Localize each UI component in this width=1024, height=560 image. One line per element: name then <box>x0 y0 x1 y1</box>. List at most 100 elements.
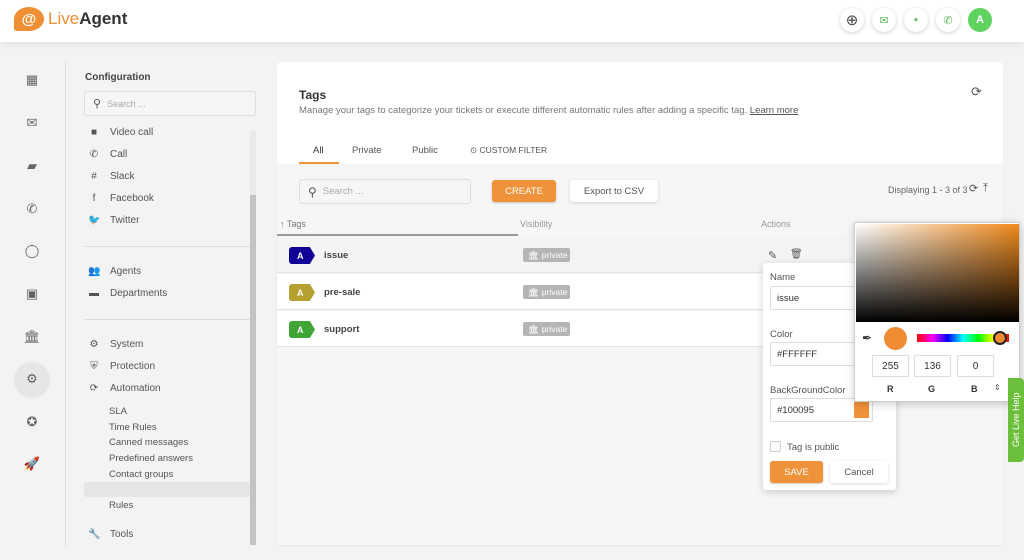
filter-icon: ⊙ <box>470 145 478 155</box>
nav-item-system[interactable]: ⚙ System <box>88 339 144 350</box>
nav-item-video-call[interactable]: ■ Video call <box>88 127 153 138</box>
config-title: Configuration <box>85 72 151 83</box>
public-checkbox[interactable] <box>770 441 781 452</box>
scroll-top-icon[interactable]: ⤒ <box>983 182 988 194</box>
green-input[interactable]: 136 <box>914 355 951 377</box>
plus-circle-icon[interactable]: ⊕ <box>840 8 864 32</box>
nav-icon: 👥 <box>88 266 101 277</box>
scrollbar-thumb[interactable] <box>250 195 256 545</box>
divider <box>84 246 250 247</box>
logo-mark: @ <box>14 7 44 31</box>
nav-item-call[interactable]: ✆ Call <box>88 149 127 160</box>
tab-public[interactable]: Public <box>412 145 438 156</box>
saturation-area[interactable] <box>856 224 1019 322</box>
nav-item-automation[interactable]: ⟳ Automation <box>88 383 161 394</box>
email-icon[interactable]: ✉ <box>26 115 38 130</box>
hue-slider[interactable] <box>917 334 1009 342</box>
mode-toggle-icon[interactable]: ⇕ <box>994 383 1001 392</box>
nav-item-slack[interactable]: # Slack <box>88 171 134 182</box>
green-label: G <box>928 384 936 394</box>
chat-icon[interactable]: ▪ <box>904 8 928 32</box>
nav-label: Tools <box>110 529 134 540</box>
nav-subitem-contact-groups[interactable]: Contact groups <box>109 468 174 480</box>
nav-item-departments[interactable]: ▬ Departments <box>88 288 167 299</box>
pagination-info: Displaying 1 - 3 of 3 <box>888 185 968 195</box>
rocket-icon[interactable]: 🚀 <box>23 456 41 471</box>
tab-all[interactable]: All <box>313 145 324 156</box>
name-label: Name <box>770 272 796 283</box>
eyedropper-icon[interactable]: ✒ <box>862 331 873 345</box>
cancel-button[interactable]: Cancel <box>830 461 888 483</box>
contacts-icon[interactable]: ▣ <box>25 286 39 301</box>
nav-item-protection[interactable]: ⛨ Protection <box>88 361 155 372</box>
nav-label: Automation <box>110 383 161 394</box>
nav-subitem-rules[interactable]: Rules <box>109 500 134 512</box>
export-csv-button[interactable]: Export to CSV <box>570 180 658 202</box>
nav-label: Video call <box>110 127 154 138</box>
reports-icon[interactable]: ◯ <box>24 243 40 258</box>
page-description: Manage your tags to categorize your tick… <box>299 105 798 116</box>
nav-icon: ⟳ <box>89 383 99 394</box>
column-header-tags[interactable]: ↑ Tags <box>280 219 306 229</box>
create-button[interactable]: CREATE <box>492 180 556 202</box>
active-tab-underline <box>299 162 339 164</box>
learn-more-link[interactable]: Learn more <box>749 105 799 116</box>
search-icon: ⚲ <box>93 98 102 110</box>
tab-custom-filter[interactable]: ⊙ CUSTOM FILTER <box>470 145 547 156</box>
search-icon: ⚲ <box>308 184 317 199</box>
blue-input[interactable]: 0 <box>957 355 994 377</box>
bank-icon[interactable]: 🏛 <box>23 329 41 344</box>
avatar[interactable]: A <box>968 8 992 32</box>
phone-icon[interactable]: ✆ <box>26 201 38 216</box>
nav-subitem-sla[interactable]: SLA <box>109 406 127 417</box>
nav-item-twitter[interactable]: 🐦 Twitter <box>88 215 139 226</box>
nav-icon: 🐦 <box>88 215 101 226</box>
nav-item-facebook[interactable]: f Facebook <box>88 193 154 204</box>
nav-item-tools[interactable]: 🔧 Tools <box>88 529 133 540</box>
tag-badge: A <box>289 247 315 264</box>
nav-item-agents[interactable]: 👥 Agents <box>88 266 141 277</box>
email-icon[interactable]: ✉ <box>872 8 896 32</box>
visibility-label: private <box>541 287 568 297</box>
settings-icon[interactable]: ⚙ <box>26 371 38 386</box>
nav-icon: ▬ <box>89 288 99 299</box>
nav-icon: # <box>91 171 97 182</box>
delete-icon[interactable]: 🗑 <box>790 249 803 260</box>
top-header: @ LiveAgent ⊕ ✉ ▪ ✆ A <box>0 0 1024 42</box>
nav-subitem-canned-messages[interactable]: Canned messages <box>109 437 189 449</box>
refresh-icon[interactable]: ⟳ <box>969 183 979 195</box>
phone-icon[interactable]: ✆ <box>936 8 960 32</box>
tab-private[interactable]: Private <box>352 145 382 156</box>
dashboard-icon[interactable]: ▦ <box>25 72 39 87</box>
save-button[interactable]: SAVE <box>770 461 823 483</box>
config-search-input[interactable]: ⚲ Search ... <box>84 91 256 116</box>
nav-icon: ■ <box>90 127 98 138</box>
nav-label: Call <box>110 149 128 160</box>
logo[interactable]: @ LiveAgent <box>14 7 127 31</box>
nav-label: Facebook <box>110 193 154 204</box>
tags-search-input[interactable]: ⚲ Search ... <box>299 179 471 204</box>
bg-color-swatch[interactable] <box>854 402 869 418</box>
column-header-visibility[interactable]: Visibility <box>520 219 553 229</box>
red-input[interactable]: 255 <box>872 355 909 377</box>
sort-indicator <box>277 234 518 236</box>
tag-name: support <box>324 324 360 335</box>
logo-prefix: Live <box>48 9 80 28</box>
public-label: Tag is public <box>787 442 840 453</box>
nav-subitem-predefined-answers[interactable]: Predefined answers <box>109 453 193 465</box>
visibility-badge: 🏛 private <box>523 248 570 262</box>
tag-name: pre-sale <box>324 287 361 298</box>
blue-label: B <box>971 384 978 394</box>
edit-icon[interactable]: ✎ <box>768 250 778 262</box>
chat-icon[interactable]: ▰ <box>27 158 37 173</box>
bank-icon: 🏛 <box>528 323 539 334</box>
get-live-help-tab[interactable]: Get Live Help <box>1008 378 1024 462</box>
nav-subitem-time-rules[interactable]: Time Rules <box>109 421 157 433</box>
hue-slider-handle[interactable] <box>993 331 1007 345</box>
nav-label: System <box>110 339 144 350</box>
nav-label: Slack <box>110 171 135 182</box>
tag-badge: A <box>289 284 315 301</box>
star-icon[interactable]: ✪ <box>26 414 38 429</box>
bg-color-label: BackGroundColor <box>770 385 846 396</box>
refresh-icon[interactable]: ⟳ <box>971 84 982 99</box>
